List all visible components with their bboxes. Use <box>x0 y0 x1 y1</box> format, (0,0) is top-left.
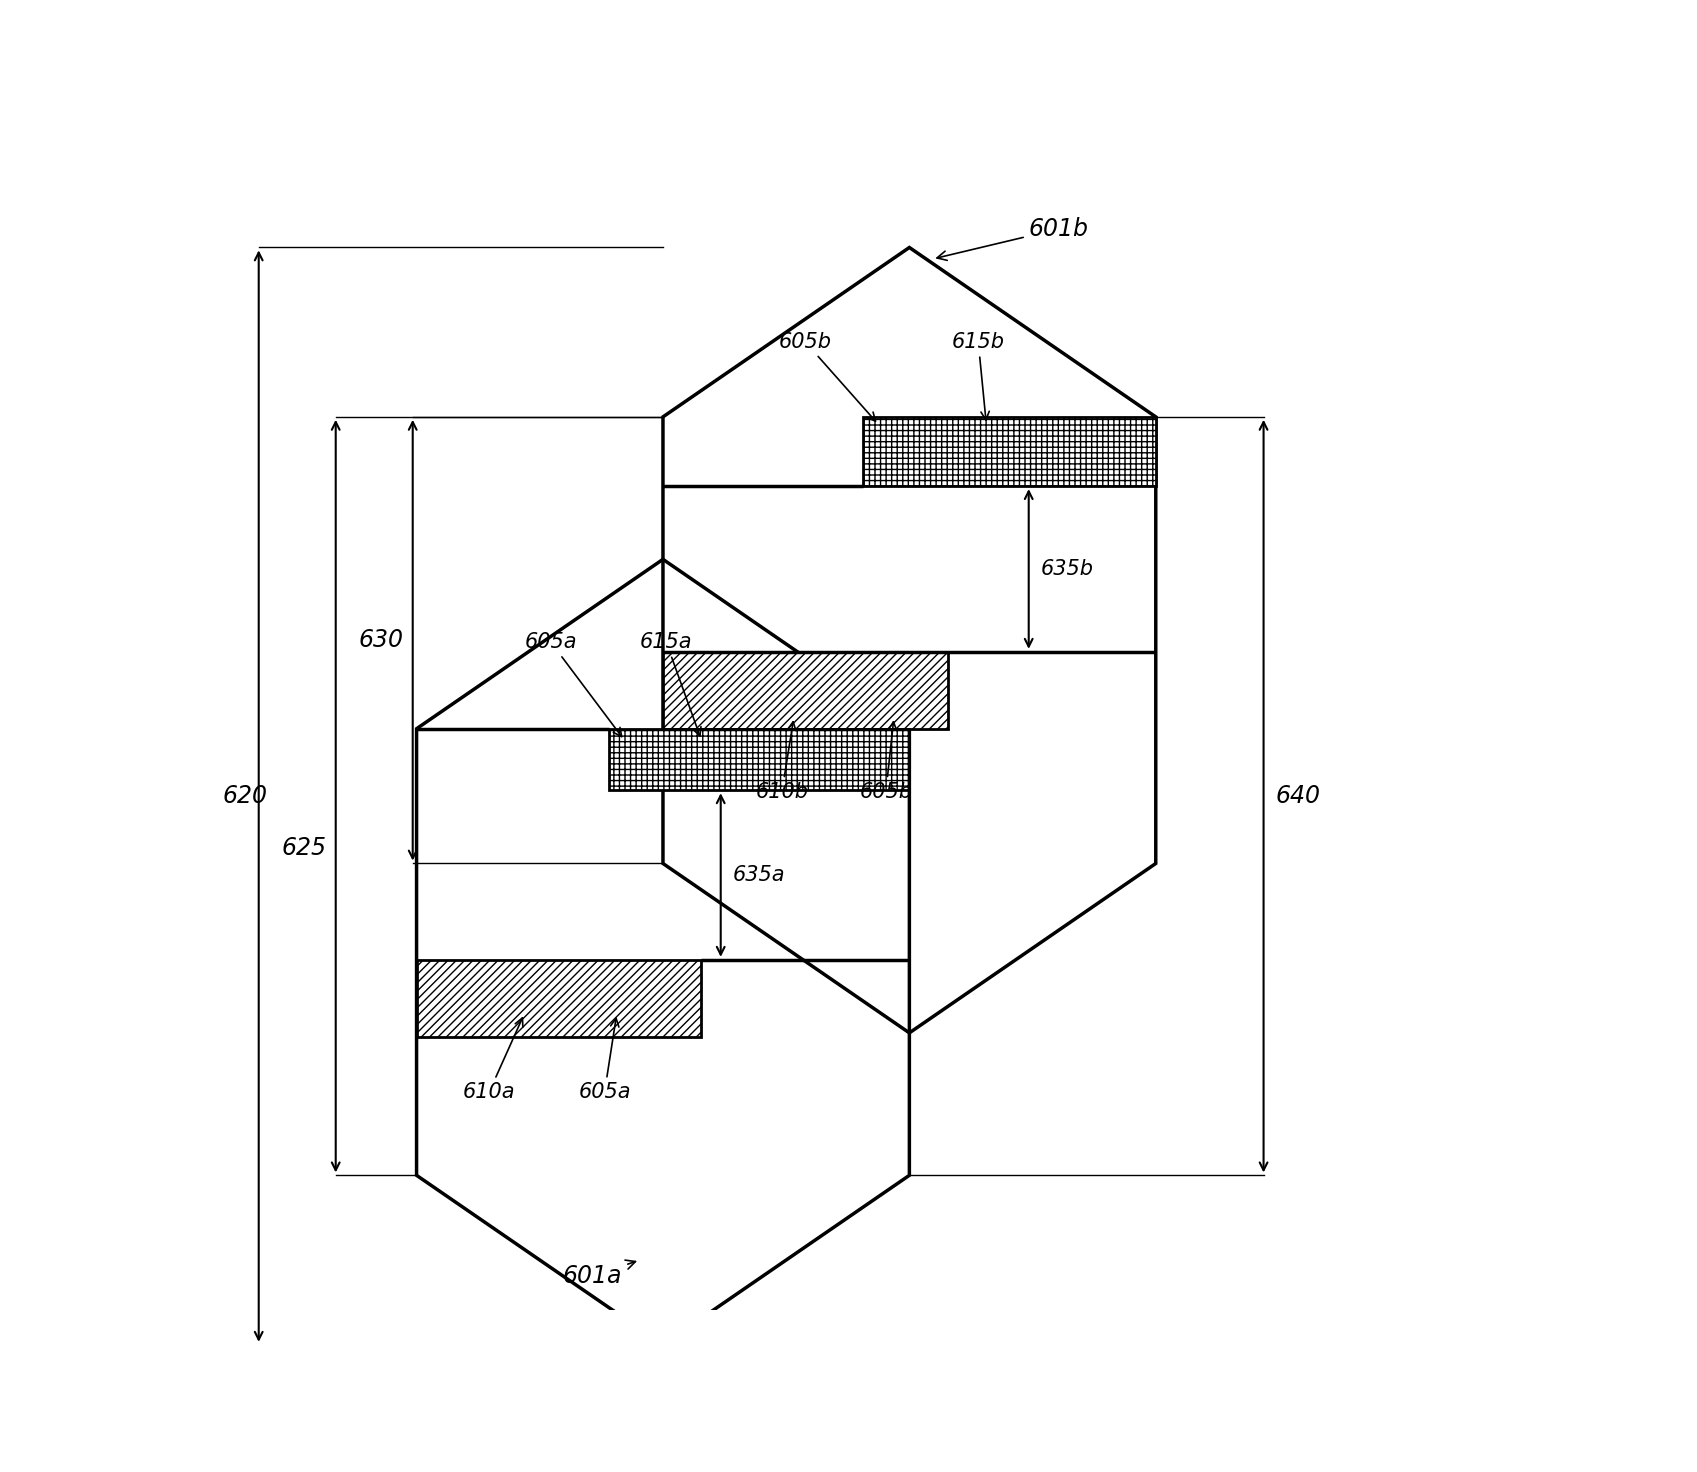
Text: 605b: 605b <box>859 721 913 802</box>
Bar <box>664 652 949 729</box>
Text: 605a: 605a <box>579 1019 631 1103</box>
Text: 635a: 635a <box>733 866 784 885</box>
Text: 640: 640 <box>1274 783 1320 808</box>
Text: 610b: 610b <box>755 721 808 802</box>
Text: 620: 620 <box>222 783 268 808</box>
Text: 605a: 605a <box>524 631 621 736</box>
Text: 605b: 605b <box>779 331 876 421</box>
Text: 635b: 635b <box>1040 559 1093 578</box>
Bar <box>416 960 701 1036</box>
Text: 630: 630 <box>358 629 404 652</box>
Text: 601a: 601a <box>563 1260 635 1288</box>
Text: 601b: 601b <box>937 216 1089 261</box>
Text: 625: 625 <box>282 836 328 860</box>
Text: 615b: 615b <box>952 331 1005 420</box>
Text: 610a: 610a <box>463 1017 523 1103</box>
Bar <box>609 729 910 790</box>
Text: 615a: 615a <box>640 631 701 736</box>
Bar <box>864 417 1156 486</box>
